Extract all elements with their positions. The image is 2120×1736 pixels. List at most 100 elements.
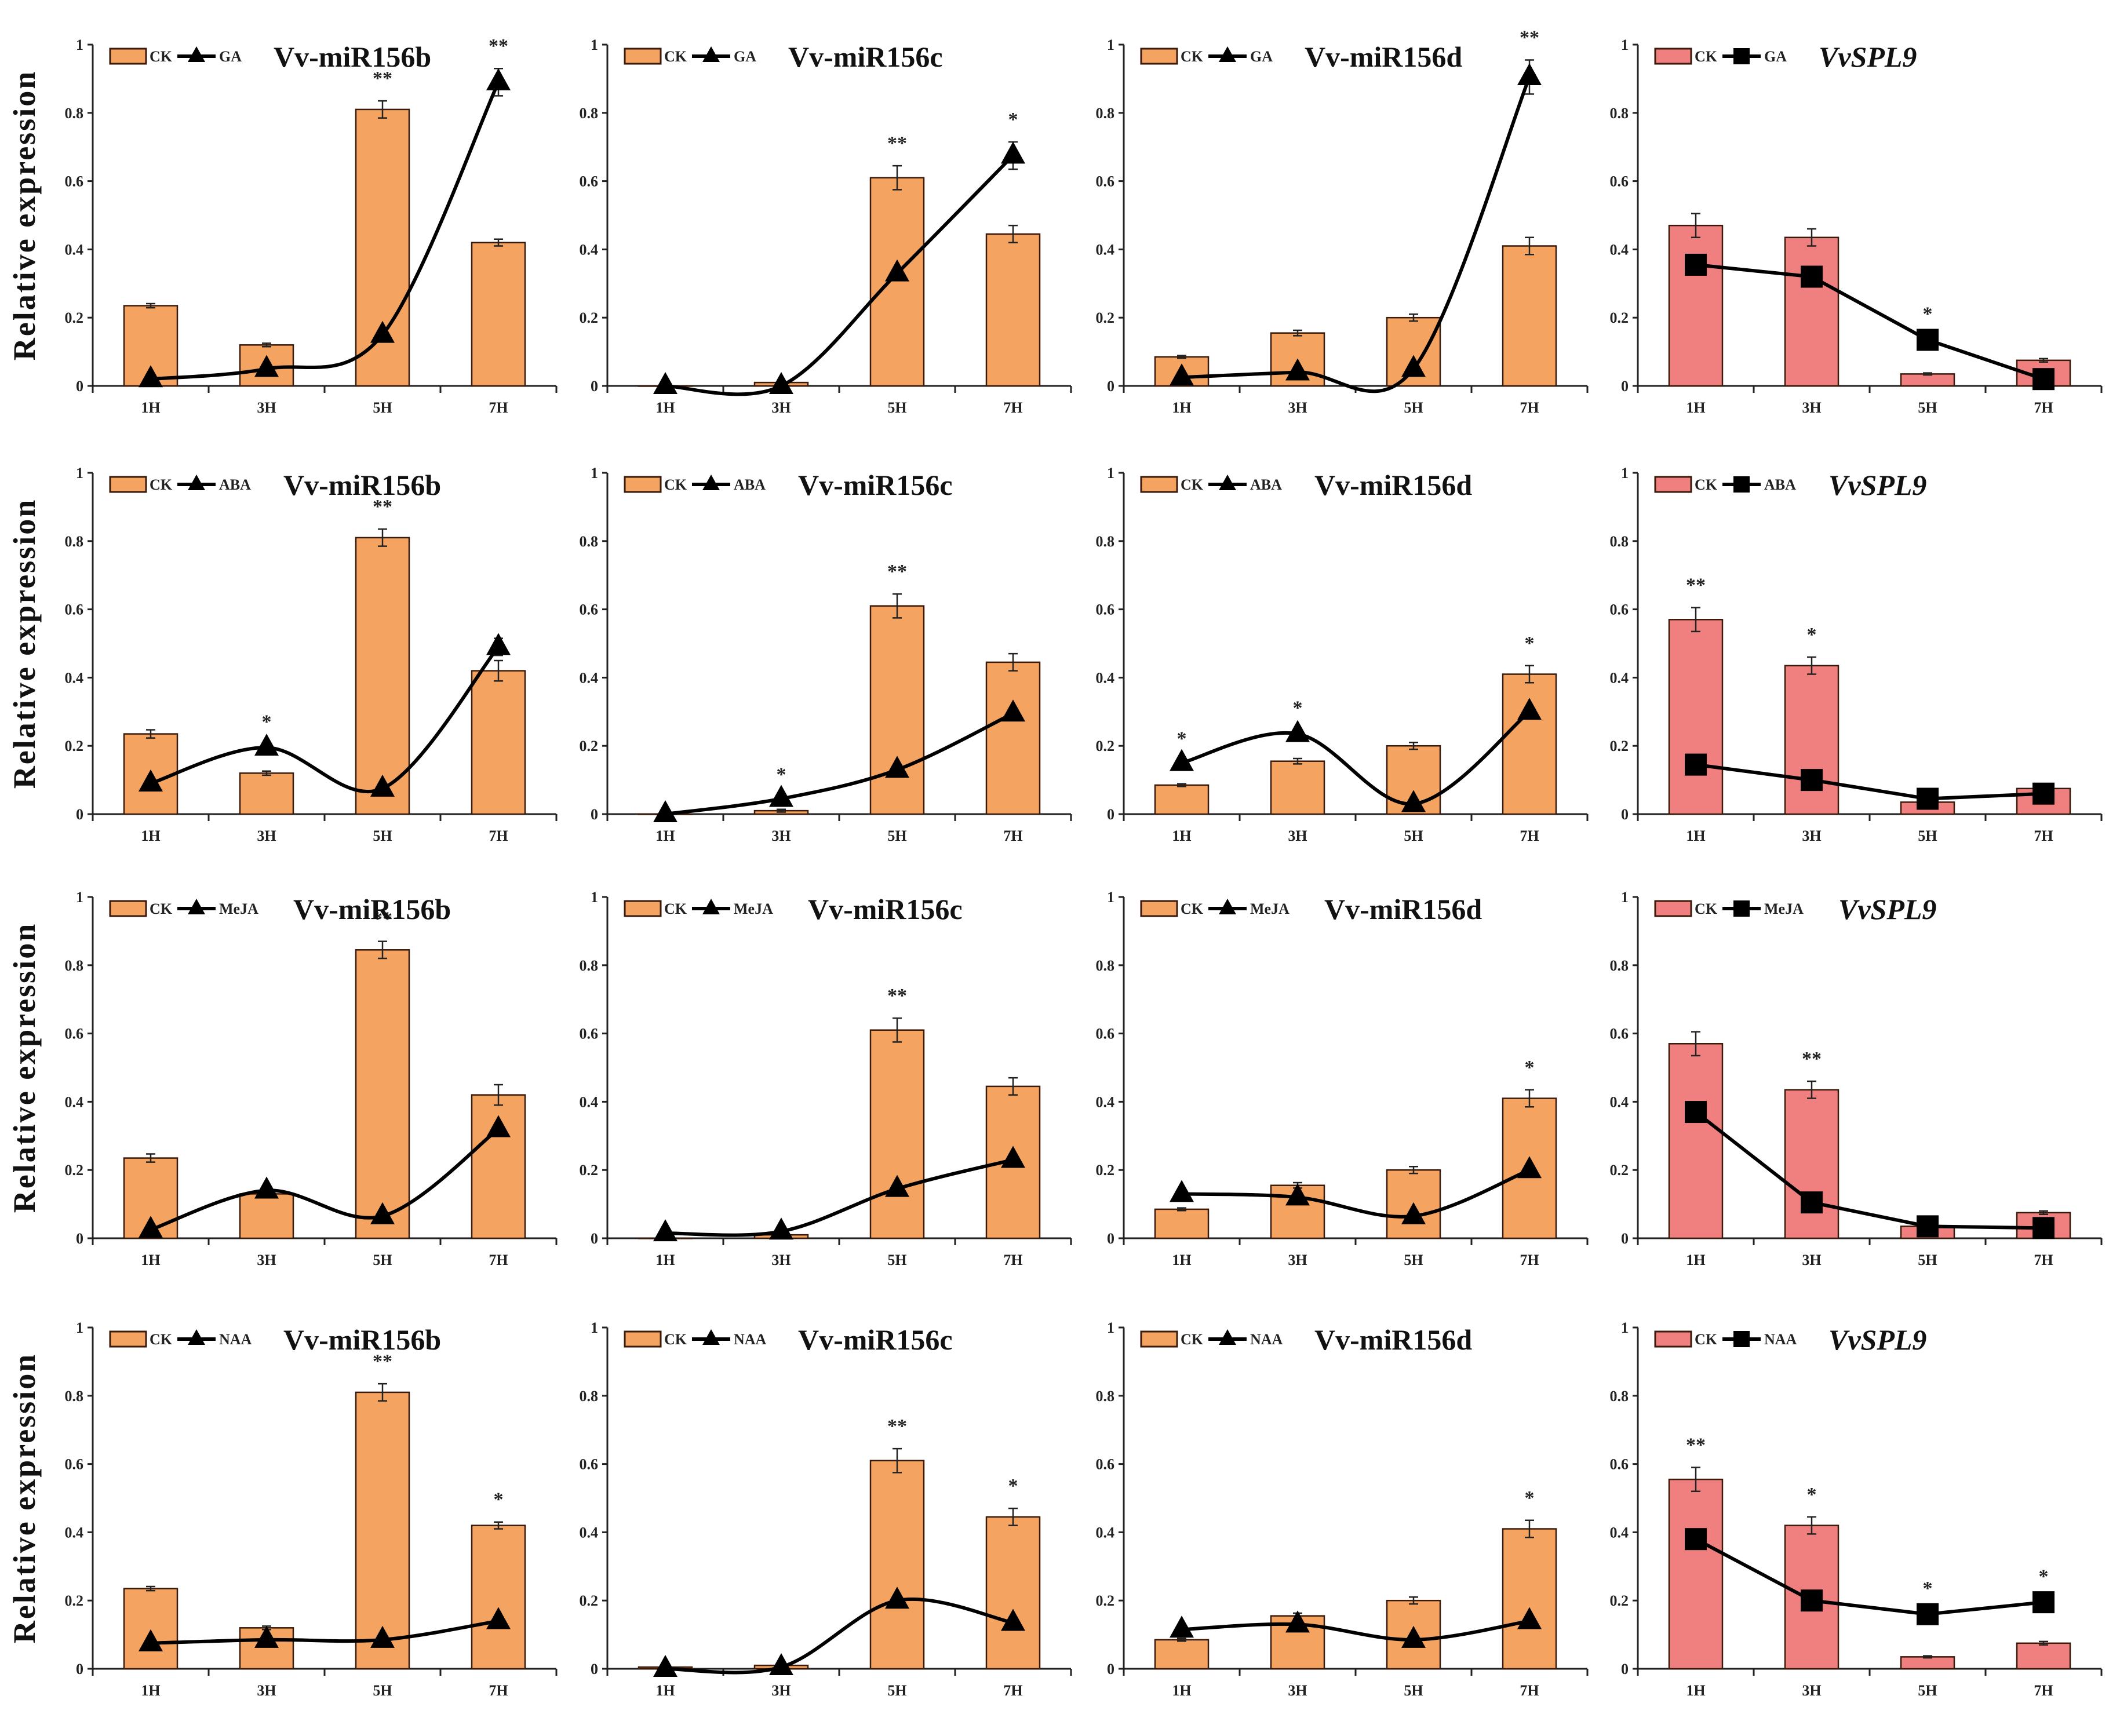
ck-bar xyxy=(1270,760,1325,815)
y-tick-label: 0.2 xyxy=(1096,738,1115,754)
x-tick-label: 5H xyxy=(373,399,392,416)
ck-bar xyxy=(1154,1639,1210,1670)
panel-vv-mir156d-meja: 0 0.2 0.4 0.6 0.8 1 1H 3H 5H 7H * CK MeJA Vv-miR156d xyxy=(1096,889,1589,1268)
treatment-marker-square xyxy=(2032,1217,2055,1239)
x-tick-label: 1H xyxy=(1172,1252,1191,1268)
ck-error-bar xyxy=(146,729,155,739)
ck-error-bar xyxy=(1409,1166,1418,1175)
legend-ck-label: CK xyxy=(150,900,173,917)
ck-error-bar xyxy=(1008,224,1018,243)
y-tick-label: 0.6 xyxy=(1096,1456,1115,1473)
ck-error-bar xyxy=(1293,757,1302,765)
x-tick-label: 3H xyxy=(1288,1682,1307,1699)
legend-treatment-label: GA xyxy=(1250,48,1273,65)
legend-ck-swatch xyxy=(1140,1330,1178,1348)
y-axis-label: Relative expression xyxy=(7,922,42,1213)
y-tick-label: 0 xyxy=(591,1661,598,1677)
y-tick-label: 0.8 xyxy=(580,1388,599,1405)
x-tick-label: 7H xyxy=(1003,1682,1022,1699)
ck-bar xyxy=(1502,1528,1557,1670)
x-tick-label: 3H xyxy=(771,1682,791,1699)
ck-bar xyxy=(1502,673,1557,815)
treatment-marker-square xyxy=(1917,329,1939,351)
treatment-marker-square xyxy=(1685,1528,1707,1551)
x-tick-label: 1H xyxy=(655,1252,675,1268)
legend-ck-label: CK xyxy=(1695,48,1718,65)
legend-treatment-label: MeJA xyxy=(219,900,258,917)
significance-marker: ** xyxy=(887,1416,907,1437)
y-tick-label: 0.4 xyxy=(580,669,599,686)
x-tick-label: 1H xyxy=(655,399,675,416)
y-tick-label: 0.6 xyxy=(65,1456,84,1473)
ck-error-bar xyxy=(378,940,387,960)
treatment-marker-triangle xyxy=(1517,63,1542,85)
y-tick-label: 0.6 xyxy=(580,601,599,618)
significance-marker: ** xyxy=(887,985,907,1006)
y-tick-label: 0.6 xyxy=(580,173,599,190)
ck-bar xyxy=(985,233,1041,387)
legend-treatment-label: GA xyxy=(1764,48,1787,65)
treatment-marker-triangle xyxy=(1001,699,1025,722)
treatment-marker-triangle xyxy=(139,1216,163,1238)
y-tick-label: 0 xyxy=(1621,1661,1629,1677)
significance-marker: ** xyxy=(887,133,907,154)
treatment-line xyxy=(1695,1537,2044,1616)
legend-ck-label: CK xyxy=(1695,900,1718,917)
y-tick-label: 1 xyxy=(591,465,598,482)
legend-ck-swatch xyxy=(109,48,147,65)
significance-marker: ** xyxy=(373,496,392,517)
x-tick-label: 1H xyxy=(141,827,160,844)
x-tick-label: 3H xyxy=(1288,399,1307,416)
y-tick-label: 1 xyxy=(1107,37,1114,53)
y-tick-label: 0.6 xyxy=(580,1026,599,1042)
treatment-marker-triangle xyxy=(885,259,909,282)
ck-bar xyxy=(1784,1089,1839,1239)
treatment-marker-triangle xyxy=(1285,1183,1310,1206)
significance-marker: * xyxy=(1807,1484,1817,1505)
x-tick-label: 5H xyxy=(1918,1252,1937,1268)
legend-triangle-icon xyxy=(702,1329,720,1345)
treatment-marker-triangle xyxy=(486,1115,511,1137)
y-tick-label: 0.2 xyxy=(65,1162,84,1179)
treatment-marker-triangle xyxy=(1170,1180,1194,1202)
y-tick-label: 1 xyxy=(1621,1319,1629,1336)
y-tick-label: 0 xyxy=(591,1230,598,1247)
y-tick-label: 0.4 xyxy=(65,669,84,686)
treatment-marker-triangle xyxy=(254,1176,279,1199)
x-tick-label: 5H xyxy=(1404,1682,1423,1699)
x-tick-label: 1H xyxy=(141,399,160,416)
treatment-marker-triangle xyxy=(486,1607,511,1629)
y-tick-label: 1 xyxy=(76,37,83,53)
treatment-marker-triangle xyxy=(1170,1615,1194,1638)
x-tick-label: 1H xyxy=(141,1252,160,1268)
ck-bar xyxy=(239,1193,294,1239)
treatment-marker-square xyxy=(2032,1591,2055,1614)
legend-ck-swatch xyxy=(624,900,662,917)
treatment-marker-triangle xyxy=(1285,358,1310,381)
treatment-marker-triangle xyxy=(1170,749,1194,771)
y-tick-label: 0.4 xyxy=(580,241,599,258)
treatment-marker-triangle xyxy=(653,1655,677,1677)
ck-bar xyxy=(869,1460,925,1670)
legend-treatment-label: NAA xyxy=(219,1331,252,1348)
treatment-marker-square xyxy=(1685,1101,1707,1124)
x-tick-label: 7H xyxy=(2034,1682,2053,1699)
y-tick-label: 0.6 xyxy=(1610,1456,1629,1473)
legend-ck-label: CK xyxy=(1181,900,1204,917)
x-tick-label: 3H xyxy=(1288,1252,1307,1268)
ck-bar xyxy=(355,1391,410,1670)
y-tick-label: 1 xyxy=(1621,465,1629,482)
y-tick-label: 0.8 xyxy=(1096,105,1115,122)
treatment-marker-triangle xyxy=(1401,790,1426,812)
panel-vvspl9-ga: 0 0.2 0.4 0.6 0.8 1 1H 3H 5H 7H * CK GA VvSPL9 xyxy=(1610,37,2103,416)
treatment-marker-square xyxy=(1801,769,1823,792)
x-tick-label: 1H xyxy=(1686,1682,1705,1699)
y-tick-label: 0.6 xyxy=(65,601,84,618)
treatment-marker-triangle xyxy=(139,365,163,388)
ck-error-bar xyxy=(1691,1031,1700,1057)
legend-treatment-label: MeJA xyxy=(1764,900,1804,917)
